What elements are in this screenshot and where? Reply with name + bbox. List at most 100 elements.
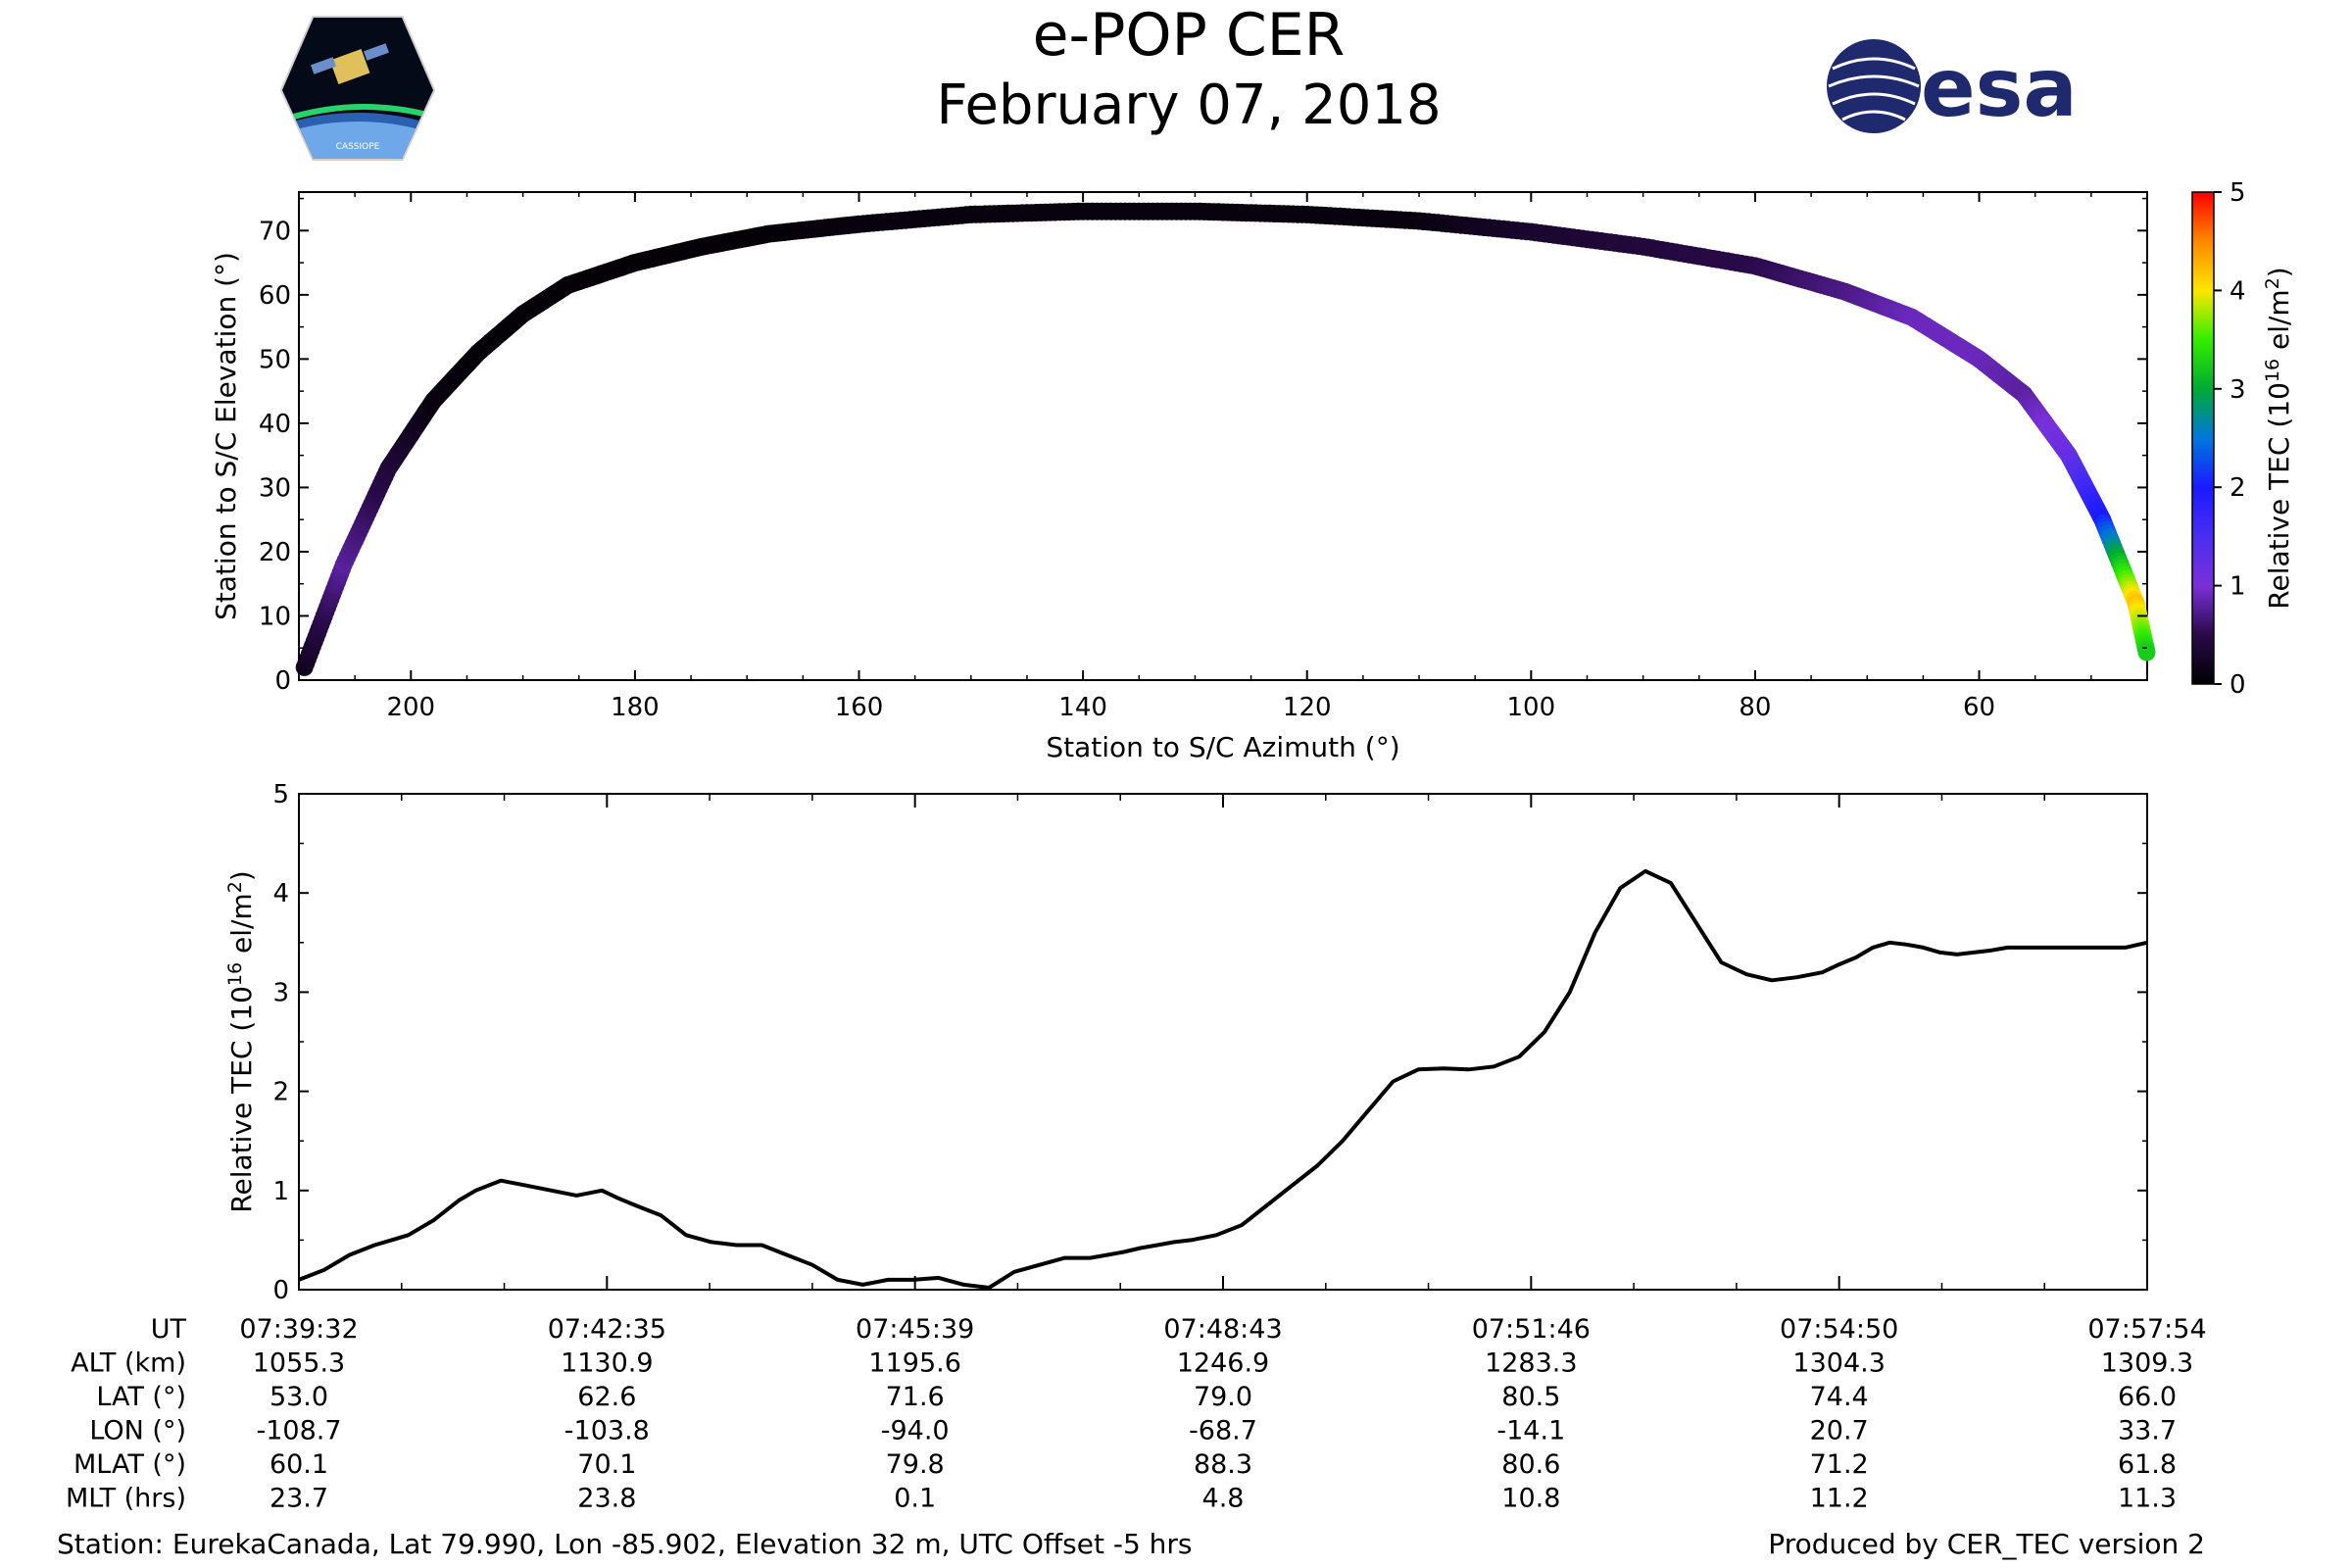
table-cell: 4.8 <box>1202 1484 1245 1514</box>
top-x-tick-label: 120 <box>1283 693 1332 722</box>
chart-title: e-POP CER <box>1033 1 1346 70</box>
top-y-ticks: 0 10 20 30 40 50 60 70 <box>259 197 2147 696</box>
bottom-y-tick-label: 4 <box>272 879 289 908</box>
table-cell: 07:57:54 <box>2087 1314 2206 1345</box>
colorbar-tick-label: 1 <box>2230 572 2246 602</box>
table-cell: 62.6 <box>577 1382 636 1412</box>
colorbar-tick-label: 2 <box>2230 473 2246 503</box>
table-cell: 20.7 <box>1810 1416 1869 1446</box>
table-cell: 1055.3 <box>253 1348 345 1379</box>
table-cell: 66.0 <box>2118 1382 2177 1412</box>
bottom-y-tick-label: 2 <box>272 1078 289 1107</box>
top-y-tick-label: 0 <box>274 666 291 696</box>
bottom-y-tick-label: 0 <box>272 1276 289 1305</box>
footer-produced-by: Produced by CER_TEC version 2 <box>1768 1528 2205 1560</box>
top-y-tick-label: 60 <box>259 281 291 311</box>
table-cell: 71.6 <box>886 1382 945 1412</box>
table-cell: 61.8 <box>2118 1449 2177 1480</box>
top-y-tick-label: 50 <box>259 345 291 374</box>
table-cell: 23.7 <box>270 1484 328 1514</box>
bottom-y-axis-label: Relative TEC (1016 el/m2) <box>224 870 258 1212</box>
top-x-tick-label: 160 <box>835 693 884 722</box>
table-row-label: MLAT (°) <box>74 1449 186 1480</box>
table-cell: 70.1 <box>577 1449 636 1480</box>
bottom-y-ticks: 0 1 2 3 4 5 <box>272 780 2147 1305</box>
table-cell: 1195.6 <box>868 1348 960 1379</box>
colorbar-tick-label: 5 <box>2230 178 2246 208</box>
table-cell: 11.2 <box>1810 1484 1869 1514</box>
table-row-label: ALT (km) <box>71 1348 186 1379</box>
top-x-axis-label: Station to S/C Azimuth (°) <box>1046 731 1399 763</box>
tec-line-series <box>298 868 2148 1290</box>
bottom-y-tick-label: 5 <box>272 780 289 809</box>
top-y-tick-label: 40 <box>259 410 291 439</box>
table-row-label: LON (°) <box>89 1416 186 1446</box>
colorbar-ticks: 0 1 2 3 4 5 <box>2214 178 2246 700</box>
esa-wordmark: esa <box>1921 42 2078 135</box>
top-y-tick-label: 10 <box>259 602 291 631</box>
arc-point <box>2137 643 2156 662</box>
table-cell: -108.7 <box>256 1416 341 1446</box>
table-cell: 11.3 <box>2118 1484 2177 1514</box>
table-cell: 80.6 <box>1501 1449 1560 1480</box>
bottom-y-tick-label: 1 <box>272 1177 289 1206</box>
top-x-tick-label: 60 <box>1963 693 1995 722</box>
top-y-tick-label: 70 <box>259 217 291 246</box>
table-cell: 07:54:50 <box>1780 1314 1898 1345</box>
colorbar-tick-label: 0 <box>2230 670 2246 700</box>
esa-logo-icon: esa <box>1827 39 2078 135</box>
colorbar <box>2191 191 2215 685</box>
table-cell: -103.8 <box>564 1416 650 1446</box>
table-cell: 07:45:39 <box>856 1314 974 1345</box>
table-cell: 07:42:35 <box>548 1314 666 1345</box>
bottom-y-tick-label: 3 <box>272 978 289 1007</box>
table-cell: -68.7 <box>1189 1416 1257 1446</box>
top-y-tick-label: 20 <box>259 538 291 567</box>
bottom-plot-area <box>298 793 2148 1291</box>
top-x-tick-label: 100 <box>1507 693 1556 722</box>
top-x-tick-label: 80 <box>1739 693 1771 722</box>
table-cell: 80.5 <box>1501 1382 1560 1412</box>
badge-text: CASSIOPE <box>336 142 380 152</box>
table-cell: 53.0 <box>270 1382 328 1412</box>
table-row-label: LAT (°) <box>96 1382 186 1412</box>
top-x-ticks: 200 180 160 140 120 100 80 60 <box>354 192 2148 722</box>
table-cell: -94.0 <box>881 1416 950 1446</box>
table-cell: 79.8 <box>886 1449 945 1480</box>
table-cell: 07:51:46 <box>1472 1314 1591 1345</box>
table-cell: -14.1 <box>1496 1416 1565 1446</box>
table-cell: 60.1 <box>270 1449 328 1480</box>
top-y-tick-label: 30 <box>259 473 291 503</box>
table-cell: 1283.3 <box>1485 1348 1577 1379</box>
colorbar-label: Relative TEC (1016 el/m2) <box>2262 267 2295 609</box>
table-cell: 1130.9 <box>561 1348 653 1379</box>
table-cell: 07:48:43 <box>1163 1314 1282 1345</box>
table-cell: 79.0 <box>1194 1382 1252 1412</box>
footer-station: Station: EurekaCanada, Lat 79.990, Lon -… <box>57 1528 1193 1560</box>
table-cell: 07:39:32 <box>239 1314 358 1345</box>
table-cell: 23.8 <box>577 1484 636 1514</box>
table-cell: 1309.3 <box>2101 1348 2193 1379</box>
table-row-label: MLT (hrs) <box>66 1484 186 1514</box>
top-x-tick-label: 140 <box>1058 693 1107 722</box>
table-cell: 33.7 <box>2118 1416 2177 1446</box>
bottom-chart: 0 1 2 3 4 5 Relative TEC (1016 el/m2) <box>224 780 2148 1305</box>
colorbar-tick-label: 4 <box>2230 276 2246 306</box>
table-row-label: UT <box>151 1314 187 1345</box>
table-cell: 0.1 <box>894 1484 936 1514</box>
table-cell: 88.3 <box>1194 1449 1252 1480</box>
colorbar-tick-label: 3 <box>2230 375 2246 405</box>
top-plot-area <box>298 191 2148 681</box>
table-cell: 74.4 <box>1810 1382 1869 1412</box>
top-y-axis-label: Station to S/C Elevation (°) <box>210 252 242 620</box>
chart-date: February 07, 2018 <box>936 74 1441 137</box>
table-cell: 1246.9 <box>1177 1348 1269 1379</box>
arc-series <box>295 202 2156 676</box>
table-cell: 10.8 <box>1501 1484 1560 1514</box>
top-x-tick-label: 180 <box>611 693 660 722</box>
table-cell: 1304.3 <box>1792 1348 1885 1379</box>
top-x-tick-label: 200 <box>386 693 435 722</box>
